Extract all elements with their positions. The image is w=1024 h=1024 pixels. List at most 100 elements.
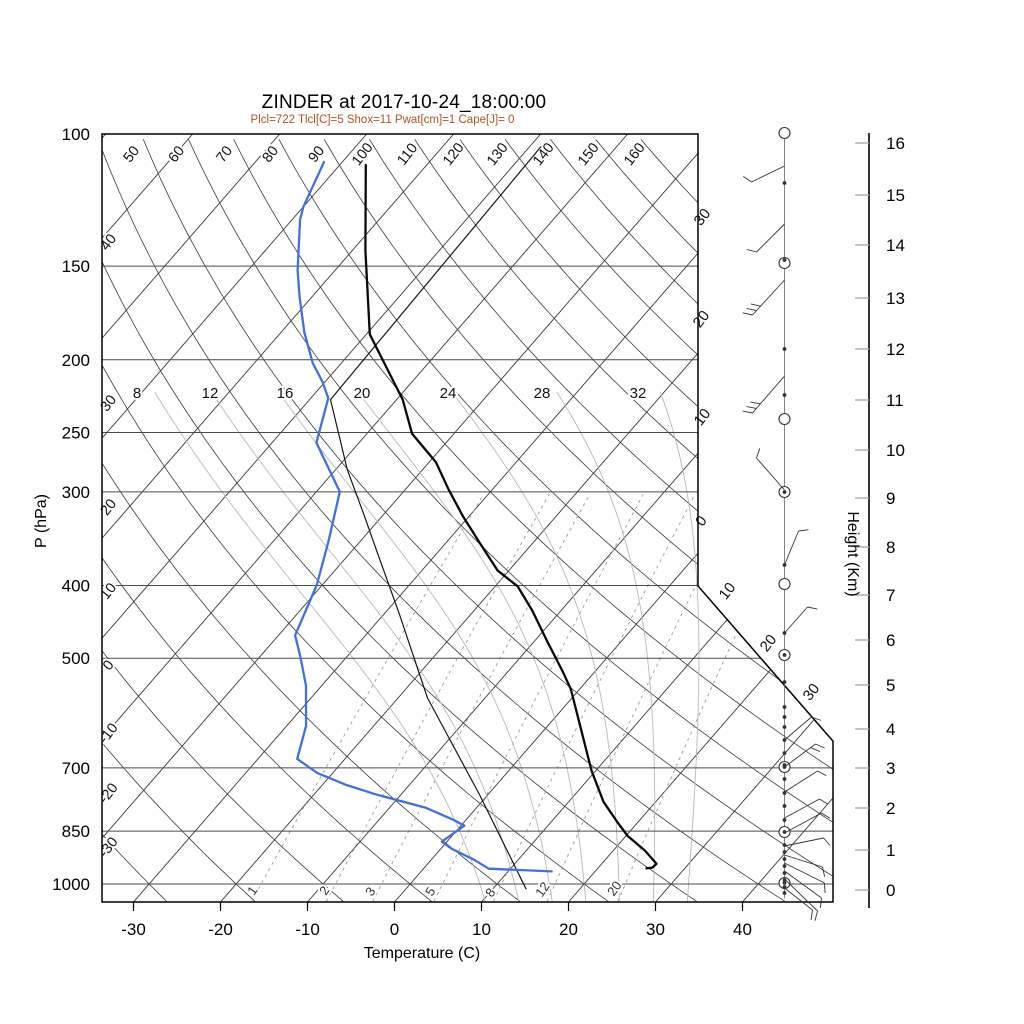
wind-barb-shaft bbox=[784, 862, 825, 884]
grid-label: 10 bbox=[98, 580, 121, 603]
pressure-tick-label: 400 bbox=[62, 577, 90, 596]
grid-label: 160 bbox=[621, 140, 649, 169]
isotherm-line bbox=[220, 134, 833, 902]
dry-adiabat-line bbox=[102, 139, 344, 902]
wind-barb-shaft bbox=[752, 375, 785, 414]
mixing-ratio-line bbox=[492, 494, 696, 902]
wind-level-dot bbox=[782, 393, 787, 397]
grid-label: 32 bbox=[630, 385, 647, 402]
isotherm-line bbox=[0, 134, 19, 902]
wind-barb-tick bbox=[746, 307, 757, 312]
height-tick-label: 13 bbox=[886, 289, 905, 308]
pressure-tick-label: 700 bbox=[62, 759, 90, 778]
mixing-ratio-line bbox=[372, 494, 591, 902]
grid-label: 20 bbox=[98, 496, 121, 519]
wind-level-dot bbox=[782, 885, 787, 889]
isotherm-line bbox=[102, 134, 628, 902]
wind-barb-shaft bbox=[784, 530, 799, 566]
grid-label: 16 bbox=[277, 385, 294, 402]
wind-level-dot bbox=[782, 258, 787, 262]
wind-level-dot bbox=[782, 725, 787, 729]
wind-barb-tick bbox=[750, 303, 761, 307]
wind-barb-tick bbox=[819, 897, 822, 908]
wind-level-dot bbox=[782, 850, 787, 854]
moist-adiabat-line bbox=[278, 391, 553, 902]
wind-barb-tick bbox=[746, 248, 757, 253]
height-tick-label: 7 bbox=[886, 586, 895, 605]
wind-barb-shaft bbox=[784, 812, 822, 834]
dry-adiabat-line bbox=[102, 139, 256, 902]
wind-barb-shaft bbox=[784, 798, 820, 819]
isotherm-line bbox=[307, 134, 833, 902]
grid-label: 130 bbox=[484, 140, 512, 169]
pressure-tick-label: 100 bbox=[62, 125, 90, 144]
wind-barb-shaft bbox=[756, 457, 785, 491]
wind-level-dot bbox=[782, 791, 787, 795]
wind-barb-tick bbox=[824, 882, 826, 894]
wind-level-circle bbox=[778, 126, 791, 140]
grid-label: 20 bbox=[757, 631, 781, 655]
dry-adiabat-line bbox=[102, 139, 521, 902]
wind-barb-shaft bbox=[784, 837, 824, 847]
skewt-grid bbox=[0, 134, 833, 902]
wind-level-dot bbox=[782, 181, 787, 185]
wind-barb-tick bbox=[742, 410, 753, 414]
height-tick-label: 12 bbox=[886, 340, 905, 359]
grid-label: 40 bbox=[98, 231, 121, 254]
wind-level-dot bbox=[782, 490, 787, 494]
wind-barb-shaft bbox=[752, 279, 785, 316]
parcel-curve bbox=[329, 146, 542, 890]
isotherm-line bbox=[133, 134, 802, 902]
mixing-ratio-line bbox=[325, 494, 550, 902]
wind-barb-tick bbox=[798, 529, 809, 532]
height-tick-label: 9 bbox=[886, 489, 895, 508]
grid-label: 150 bbox=[575, 140, 603, 169]
wind-barb-tick bbox=[742, 175, 752, 183]
grid-label: 20 bbox=[690, 307, 714, 331]
wind-level-dot bbox=[782, 680, 787, 684]
height-tick-label: 11 bbox=[886, 391, 904, 410]
temperature-tick-label: 10 bbox=[472, 920, 491, 939]
grid-label: 110 bbox=[394, 141, 421, 169]
isotherm-line bbox=[568, 134, 833, 902]
pressure-tick-label: 850 bbox=[62, 822, 90, 841]
temperature-tick-label: 40 bbox=[733, 920, 752, 939]
wind-barb-shaft bbox=[784, 770, 818, 793]
grid-label: 20 bbox=[604, 878, 625, 898]
pressure-axis-title: P (hPa) bbox=[33, 494, 50, 548]
wind-barb-tick bbox=[821, 812, 831, 819]
wind-barb-tick bbox=[814, 910, 818, 921]
temperature-tick-label: 0 bbox=[390, 920, 399, 939]
wind-barb-shaft bbox=[784, 716, 812, 741]
wind-barb-tick bbox=[817, 770, 827, 777]
wind-barb-shaft bbox=[784, 870, 822, 899]
wind-barb-tick bbox=[823, 837, 831, 846]
wind-level-dot bbox=[782, 818, 787, 822]
grid-label: 50 bbox=[121, 143, 144, 166]
grid-label: 30 bbox=[98, 392, 121, 415]
height-tick-label: 8 bbox=[886, 538, 895, 557]
height-tick-label: 0 bbox=[886, 881, 895, 900]
wind-barb-tick bbox=[742, 312, 753, 316]
grid-label: 70 bbox=[214, 143, 237, 166]
mixing-ratio-line bbox=[546, 494, 742, 902]
grid-label: 0 bbox=[692, 513, 711, 530]
wind-barb-tick bbox=[807, 606, 818, 610]
wind-level-dot bbox=[782, 751, 787, 755]
moist-adiabat-line bbox=[154, 391, 487, 902]
moist-adiabat-line bbox=[357, 391, 587, 902]
temperature-tick-label: -20 bbox=[208, 920, 233, 939]
isotherm-line bbox=[655, 134, 833, 902]
grid-label: 1 bbox=[244, 883, 260, 898]
dry-adiabat-line bbox=[102, 139, 167, 902]
wind-level-dot bbox=[782, 864, 787, 868]
isotherm-line bbox=[102, 134, 454, 902]
pressure-tick-label: 250 bbox=[62, 423, 90, 442]
dry-adiabat-line bbox=[459, 139, 833, 902]
dry-adiabat-line bbox=[323, 139, 833, 902]
height-tick-label: 5 bbox=[886, 676, 895, 695]
wind-level-dot bbox=[782, 715, 787, 719]
